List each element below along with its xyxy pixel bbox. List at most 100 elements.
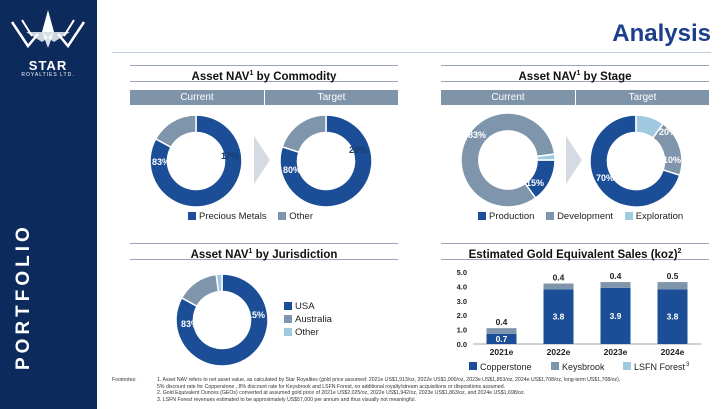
commodity-current-donut: 83% 17% [149,114,243,208]
sales-card-title: Estimated Gold Equivalent Sales (koz)2 [441,243,709,261]
stage-target-label: Target [628,92,657,103]
chevron-right-icon [566,136,582,184]
donut-slice [149,114,243,208]
stage-target-donut: 70% 20% 10% [589,114,683,208]
legend-item: Production [489,211,535,222]
donut-data-label: 17% [221,151,239,161]
stage-current-label: Current [491,92,525,103]
bar-top-label: 0.4 [496,317,508,327]
donut-data-label: 20% [349,145,367,155]
commodity-current-label: Current [180,92,214,103]
donut-slice [635,114,665,139]
legend-swatch [478,212,486,220]
legend-superscript: 3 [686,362,690,368]
footnote-line: 3. LSFN Forest revenues estimated to be … [157,396,416,403]
donut-data-label: 10% [663,155,681,165]
donut-data-label: 83% [152,157,170,167]
sidebar: STAR ROYALTIES LTD. PORTFOLIO [0,0,97,409]
legend-item: Other [295,327,319,338]
legend-item: Precious Metals [199,211,267,222]
legend-swatch [188,212,196,220]
legend-swatch [624,212,633,220]
donut-data-label: 83% [468,130,486,140]
y-tick-label: 2.0 [457,311,467,320]
x-tick-label: 2022e [547,347,571,357]
stage-current-donut: 15% 83% [460,112,556,208]
stage-period-bar: Current Target [441,90,709,105]
y-tick-label: 3.0 [457,297,467,306]
stage-legend: Production Development Exploration [478,211,692,222]
y-tick-label: 1.0 [457,326,467,335]
legend-swatch [469,362,477,370]
donut-slice [589,114,681,208]
bar-copperstone [486,333,517,344]
sales-bar-chart: 0.0 1.0 2.0 3.0 4.0 5.0 0.7 0.4 2021e 3.8 0.4 2022e… [457,268,701,372]
footnotes-heading: Footnotes: [112,377,137,383]
bar-keysbrook [486,328,517,334]
legend-item: Exploration [635,211,684,222]
legend-swatch [546,212,555,220]
donut-slice [175,273,269,367]
donut-slice [215,273,223,293]
legend-item: Other [289,211,313,222]
bar-keysbrook [600,282,631,288]
donut-data-label: 83% [181,319,199,329]
donut-slice [154,114,197,149]
y-tick-label: 0.0 [457,340,467,349]
x-tick-label: 2021e [490,347,514,357]
footnote-line: 5% discount rate for Copperstone , 8% di… [157,383,506,390]
donut-slice [281,114,327,154]
commodity-legend: Precious Metals Other [188,211,322,222]
legend-item: LSFN Forest [634,362,686,372]
legend-swatch [284,302,292,310]
bar-value-label: 3.8 [667,312,679,322]
logo-subtitle: ROYALTIES LTD. [21,72,75,78]
bar-keysbrook [543,283,574,290]
jurisdiction-donut: 83% 15% [175,273,269,367]
donut-slice [180,273,220,308]
section-label: PORTFOLIO [13,223,34,370]
bar-copperstone [600,287,631,344]
legend-swatch [623,362,631,370]
legend-item: Copperstone [480,362,532,372]
donut-slice [460,112,556,208]
legend-item: Australia [295,314,332,325]
donut-data-label: 15% [247,310,265,320]
logo-wordmark: STAR [28,58,68,73]
page-title: Analysis [612,20,711,47]
legend-item: Keysbrook [562,362,605,372]
bar-copperstone [543,289,574,344]
bar-keysbrook [657,282,688,290]
bar-top-label: 0.5 [667,271,679,281]
crown-star-icon [10,10,86,49]
commodity-card-title: Asset NAV1 by Commodity [130,65,398,83]
donut-data-label: 80% [283,165,301,175]
donut-data-label: 70% [596,173,614,183]
donut-data-label: 20% [659,127,677,137]
jurisdiction-card-title: Asset NAV1 by Jurisdiction [130,243,398,261]
donut-data-label: 15% [526,178,544,188]
footnote-line: 2. Gold Equivalent Ounces (GEOs) convert… [157,390,525,397]
stage-card-title: Asset NAV1 by Stage [441,65,709,83]
bar-top-label: 0.4 [553,273,565,283]
title-divider [112,52,711,53]
y-tick-label: 4.0 [457,282,467,291]
commodity-period-bar: Current Target [130,90,398,105]
legend-swatch [551,362,559,370]
jurisdiction-legend: USA Australia Other [284,300,332,339]
bar-value-label: 0.7 [496,334,508,344]
x-tick-label: 2024e [661,347,685,357]
legend-swatch [278,212,287,220]
chevron-right-icon [254,136,270,184]
x-tick-label: 2023e [604,347,628,357]
bar-value-label: 3.8 [553,312,565,322]
legend-swatch [284,315,292,323]
star-royalties-logo: STAR ROYALTIES LTD. [6,8,90,78]
bar-value-label: 3.9 [610,311,622,321]
legend-swatch [284,328,292,336]
donut-slice [536,153,556,161]
bar-top-label: 0.4 [610,271,622,281]
bar-copperstone [657,289,688,344]
commodity-target-label: Target [317,92,346,103]
legend-item: USA [295,301,315,312]
